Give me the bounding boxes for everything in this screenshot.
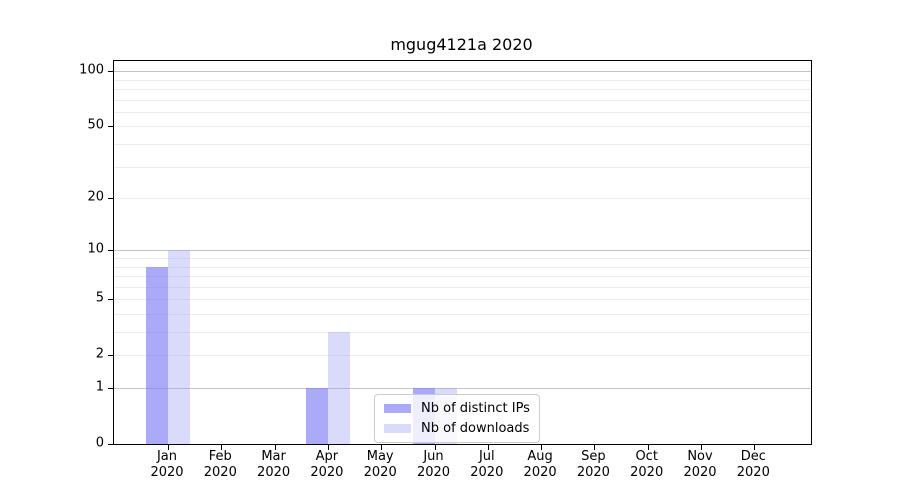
y-axis: 0 1 2 5 10 20 50 100 xyxy=(0,60,104,451)
y-tick-mark xyxy=(108,126,113,128)
legend-swatch-downloads-icon xyxy=(384,424,411,433)
bar-nb-of-distinct-ips-jan xyxy=(146,266,168,444)
x-tick-label-year: 2020 xyxy=(630,465,664,480)
x-tick-label-feb: Feb 2020 xyxy=(204,449,237,481)
bar-nb-of-downloads-jan xyxy=(168,250,190,444)
x-tick-mark xyxy=(221,445,223,450)
x-tick-mark xyxy=(434,445,436,450)
gridline-minor xyxy=(114,299,811,301)
gridline-minor xyxy=(114,111,811,113)
x-tick-label-year: 2020 xyxy=(257,465,291,480)
legend-label-distinct-ips: Nb of distinct IPs xyxy=(421,401,530,416)
bar-nb-of-downloads-apr xyxy=(327,332,350,444)
gridline-major xyxy=(114,250,811,252)
x-tick-label-month: Aug xyxy=(527,449,553,464)
gridline-minor xyxy=(114,99,811,101)
x-tick-label-jun: Jun 2020 xyxy=(417,449,450,481)
x-tick-label-month: Jul xyxy=(478,449,495,464)
legend-label-downloads: Nb of downloads xyxy=(421,421,530,436)
x-tick-label-month: Jan xyxy=(156,449,178,464)
x-tick-label-month: Apr xyxy=(315,449,339,464)
x-tick-label-apr: Apr 2020 xyxy=(310,449,343,481)
legend-item-downloads: Nb of downloads xyxy=(384,420,530,437)
x-axis: Jan 2020 Feb 2020 Mar 2020 Apr 2020 May 2020 Jun 20… xyxy=(113,449,810,489)
x-tick-label-year: 2020 xyxy=(576,465,610,480)
y-tick-label-2: 2 xyxy=(95,346,104,362)
plot-area: Nb of distinct IPs Nb of downloads xyxy=(108,60,812,450)
x-tick-label-year: 2020 xyxy=(683,465,717,480)
x-tick-mark xyxy=(594,445,596,450)
gridline-minor xyxy=(114,126,811,128)
y-tick-label-10: 10 xyxy=(87,241,104,257)
x-tick-mark xyxy=(168,445,169,450)
y-tick-mark xyxy=(108,71,113,73)
gridline-major xyxy=(114,71,811,73)
x-tick-label-month: May xyxy=(366,449,394,464)
x-tick-label-month: Dec xyxy=(740,449,766,464)
x-tick-label-year: 2020 xyxy=(470,465,504,480)
x-tick-label-jul: Jul 2020 xyxy=(470,449,503,481)
x-tick-label-dec: Dec 2020 xyxy=(737,449,770,481)
x-tick-mark xyxy=(381,445,383,450)
y-tick-label-100: 100 xyxy=(79,62,104,78)
legend: Nb of distinct IPs Nb of downloads xyxy=(374,394,540,443)
gridline-minor xyxy=(114,286,811,288)
gridline-minor xyxy=(114,266,811,268)
x-tick-label-year: 2020 xyxy=(416,465,451,480)
gridline-minor xyxy=(114,332,811,333)
x-tick-mark xyxy=(274,445,276,450)
x-tick-label-year: 2020 xyxy=(150,465,184,480)
x-tick-label-month: Oct xyxy=(635,449,658,464)
x-tick-label-mar: Mar 2020 xyxy=(257,449,290,481)
gridline-minor xyxy=(114,355,811,357)
x-tick-label-sep: Sep 2020 xyxy=(577,449,610,481)
gridline-minor xyxy=(114,89,811,90)
x-tick-mark xyxy=(487,445,489,450)
x-tick-label-year: 2020 xyxy=(736,465,770,480)
x-tick-label-aug: Aug 2020 xyxy=(524,449,557,481)
x-tick-mark xyxy=(541,445,543,450)
x-tick-label-jan: Jan 2020 xyxy=(150,449,183,481)
gridline-minor xyxy=(114,166,811,168)
x-tick-mark xyxy=(701,445,702,450)
x-tick-label-month: Jun xyxy=(423,449,444,464)
x-tick-label-nov: Nov 2020 xyxy=(683,449,716,481)
y-tick-label-5: 5 xyxy=(95,290,104,306)
chart-title: mgug4121a 2020 xyxy=(390,35,533,54)
gridline-major xyxy=(114,388,811,389)
gridline-minor xyxy=(114,258,811,259)
legend-swatch-distinct-ips-icon xyxy=(384,404,411,413)
x-tick-label-year: 2020 xyxy=(203,465,237,480)
y-tick-label-1: 1 xyxy=(95,379,104,395)
y-tick-label-0: 0 xyxy=(95,435,104,451)
x-tick-label-month: Feb xyxy=(208,449,232,464)
x-tick-label-year: 2020 xyxy=(310,465,344,480)
bar-nb-of-distinct-ips-apr xyxy=(305,388,328,444)
gridline-minor xyxy=(114,144,811,145)
x-tick-label-may: May 2020 xyxy=(364,449,397,481)
x-tick-label-month: Sep xyxy=(581,449,606,464)
y-tick-mark xyxy=(108,355,113,357)
x-tick-label-year: 2020 xyxy=(363,465,397,480)
gridline-minor xyxy=(114,276,811,277)
x-tick-label-year: 2020 xyxy=(523,465,557,480)
x-tick-mark xyxy=(647,445,649,450)
y-tick-mark xyxy=(108,250,113,252)
x-tick-label-month: Mar xyxy=(261,449,286,464)
x-tick-label-month: Nov xyxy=(687,449,713,464)
y-tick-mark xyxy=(108,444,113,445)
x-tick-mark xyxy=(327,445,329,450)
legend-item-distinct-ips: Nb of distinct IPs xyxy=(384,400,530,417)
y-tick-label-50: 50 xyxy=(87,117,104,133)
x-tick-mark xyxy=(754,445,756,450)
x-tick-label-oct: Oct 2020 xyxy=(630,449,663,481)
gridline-minor xyxy=(114,314,811,315)
y-tick-label-20: 20 xyxy=(87,189,104,205)
gridline-minor xyxy=(114,198,811,200)
y-tick-mark xyxy=(108,198,113,200)
y-tick-mark xyxy=(108,388,113,389)
gridline-minor xyxy=(114,79,811,81)
y-tick-mark xyxy=(108,299,113,301)
